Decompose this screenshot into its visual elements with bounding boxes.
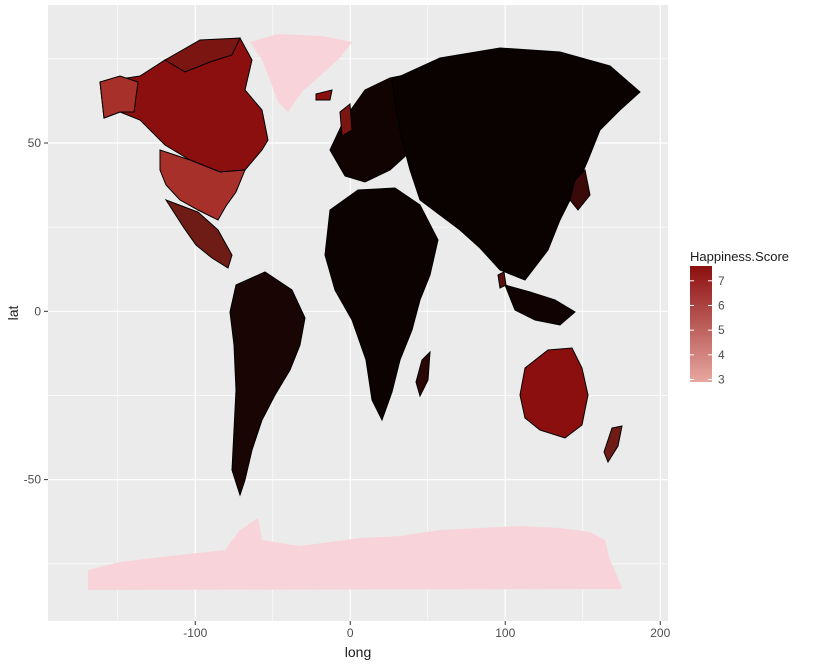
y-tick-label: 50 [28, 136, 42, 150]
legend-tick-label: 6 [718, 298, 725, 312]
region-greenland [250, 34, 352, 112]
region-madagascar [415, 350, 431, 398]
y-axis-title: lat [5, 306, 21, 321]
region-arctic-archipelago [164, 37, 241, 73]
region-southeast-asia-islands [504, 284, 576, 326]
region-asia [391, 47, 641, 281]
region-south-america [229, 271, 306, 497]
legend: Happiness.Score 7 6 5 4 3 [690, 249, 789, 387]
region-iceland [315, 89, 333, 101]
y-tick-label: 0 [34, 304, 41, 318]
region-uk [339, 103, 353, 137]
legend-tick-label: 5 [718, 323, 725, 337]
x-tick-label: 0 [347, 626, 354, 640]
legend-tick-label: 7 [718, 274, 725, 288]
y-tick-label: -50 [24, 473, 42, 487]
legend-tick-label: 3 [718, 373, 725, 387]
region-usa [159, 149, 246, 221]
legend-ticks: 7 6 5 4 3 [690, 274, 725, 387]
x-axis: -100 0 100 200 [183, 621, 671, 640]
x-tick-label: 200 [650, 626, 670, 640]
region-australia [519, 347, 589, 439]
region-japan [569, 168, 591, 211]
legend-colorbar [690, 266, 712, 382]
x-tick-label: 100 [495, 626, 515, 640]
map-layer [88, 34, 641, 590]
region-mexico-central-america [164, 199, 233, 269]
region-alaska [99, 75, 139, 119]
region-antarctica [88, 518, 622, 590]
legend-title: Happiness.Score [690, 249, 789, 264]
y-axis: -50 0 50 [24, 136, 48, 487]
region-africa [324, 187, 439, 422]
region-new-zealand [603, 425, 623, 464]
legend-tick-label: 4 [718, 348, 725, 362]
x-axis-title: long [345, 644, 371, 660]
region-sri-lanka [497, 271, 507, 289]
x-tick-label: -100 [183, 626, 207, 640]
